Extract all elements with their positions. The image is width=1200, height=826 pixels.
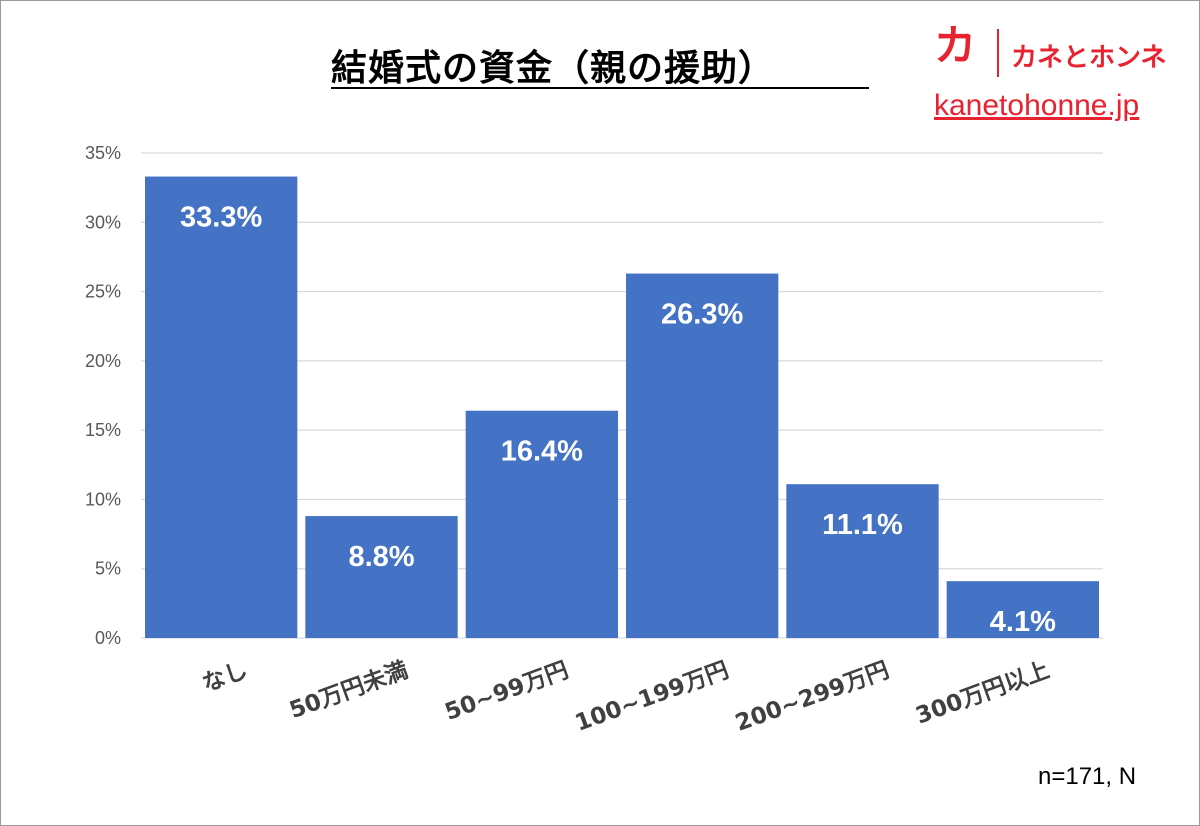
brand-logo-mark: カ [934, 21, 977, 70]
value-label: 26.3% [661, 299, 743, 331]
bar [626, 273, 779, 638]
y-tick-label: 15% [85, 420, 121, 440]
y-tick-label: 5% [95, 559, 121, 579]
value-label: 33.3% [180, 202, 262, 234]
category-label: 50万円未満 [286, 657, 411, 724]
value-label: 11.1% [822, 509, 903, 541]
gridlines [141, 152, 1103, 639]
y-tick-label: 35% [85, 143, 121, 163]
bar [305, 516, 458, 638]
value-label: 8.8% [348, 541, 414, 573]
brand-name: カネとホンネ [1011, 43, 1167, 73]
value-label: 16.4% [501, 436, 583, 468]
value-label: 4.1% [990, 606, 1056, 638]
title-underline [331, 87, 869, 89]
y-tick-label: 30% [85, 212, 121, 232]
logo-divider [997, 29, 999, 77]
y-axis-ticks: 0% 5% 10% 15% 20% 25% 30% 35% [85, 143, 121, 648]
chart-title: 結婚式の資金（親の援助） [331, 48, 776, 89]
category-label: 50~99万円 [441, 657, 571, 726]
category-labels: なし 50万円未満 50~99万円 100~199万円 200~299万円 300万円以上 [199, 657, 1053, 737]
category-label: 200~299万円 [732, 657, 892, 737]
sample-size-note: n=171, N [1038, 763, 1137, 790]
y-tick-label: 10% [85, 489, 121, 509]
y-tick-label: 0% [95, 628, 121, 648]
bar [946, 581, 1099, 638]
y-tick-label: 20% [85, 351, 121, 371]
y-tick-label: 25% [85, 282, 121, 302]
bar [465, 410, 618, 638]
brand-url-link[interactable]: kanetohonne.jp [934, 89, 1140, 122]
bar [145, 176, 298, 639]
category-label: なし [199, 657, 251, 697]
category-label: 100~199万円 [572, 657, 732, 737]
bar [786, 484, 939, 638]
bars [145, 176, 1099, 639]
value-labels: 33.3% 8.8% 16.4% 26.3% 11.1% 4.1% [180, 202, 1056, 639]
category-label: 300万円以上 [912, 657, 1052, 729]
